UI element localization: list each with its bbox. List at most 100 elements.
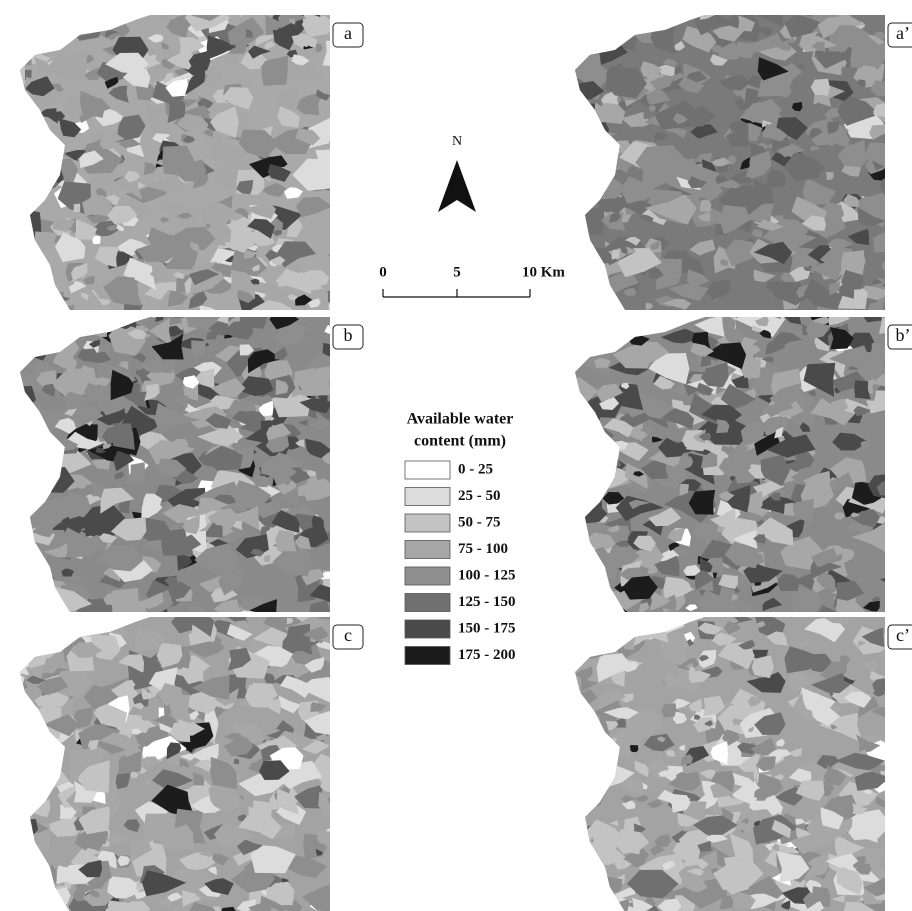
- map-patch: [560, 423, 603, 448]
- panel-label: a: [344, 23, 352, 43]
- panel-label: c: [344, 625, 352, 645]
- map-patch: [95, 621, 107, 632]
- map-patch: [9, 386, 36, 414]
- map-patch: [577, 146, 595, 162]
- map-panel: a’: [540, 0, 912, 331]
- map-patch: [15, 486, 45, 507]
- map-patch: [77, 480, 86, 489]
- map-patch: [553, 202, 587, 227]
- map-patch: [76, 618, 102, 630]
- map-patch: [564, 189, 590, 210]
- map-patch: [577, 442, 588, 451]
- map-patch: [579, 740, 610, 765]
- map-patch: [546, 309, 577, 335]
- map-patch: [566, 731, 589, 745]
- map-patch: [24, 861, 49, 878]
- map-patch: [559, 172, 567, 179]
- map-patch: [4, 9, 36, 34]
- map-patch: [555, 531, 581, 554]
- map-patch: [275, 530, 296, 551]
- map-patch: [570, 739, 591, 754]
- map-patch: [550, 519, 574, 538]
- map-patch: [581, 46, 595, 55]
- map-patch: [0, 223, 26, 242]
- map-patch: [0, 160, 28, 181]
- map-patch: [43, 571, 52, 580]
- map-patch: [564, 289, 594, 307]
- map-patch: [577, 804, 590, 812]
- map-patch: [0, 866, 38, 895]
- map-patch: [40, 293, 63, 307]
- map-patch: [593, 19, 604, 26]
- map-patch: [557, 117, 574, 131]
- map-patch: [882, 262, 894, 271]
- map-area: [0, 602, 359, 911]
- map-patch: [3, 128, 20, 138]
- map-patch: [329, 138, 346, 147]
- map-patch: [0, 906, 26, 911]
- map-patch: [332, 557, 341, 564]
- north-label: N: [452, 134, 462, 149]
- map-patch: [620, 610, 640, 623]
- map-patch: [576, 7, 610, 33]
- map-patch: [578, 156, 609, 177]
- map-area: [540, 0, 908, 331]
- map-patch: [4, 547, 29, 568]
- map-patch: [571, 842, 590, 857]
- map-panel: b: [0, 296, 363, 633]
- map-patch: [561, 882, 592, 911]
- map-patch: [543, 21, 585, 41]
- map-patch: [32, 886, 60, 901]
- map-patch: [579, 773, 605, 791]
- map-patch: [80, 12, 95, 19]
- map-patch: [32, 448, 46, 453]
- map-patch: [44, 126, 63, 148]
- map-patch: [549, 12, 580, 29]
- map-patch: [554, 346, 585, 370]
- map-patch: [556, 821, 570, 826]
- map-patch: [10, 532, 34, 549]
- legend-swatch: [405, 514, 450, 532]
- map-patch: [578, 345, 592, 356]
- legend-title: content (mm): [414, 433, 506, 450]
- map-patch: [26, 621, 41, 631]
- map-patch: [582, 292, 615, 317]
- map-patch: [12, 859, 25, 866]
- map-patch: [611, 622, 623, 628]
- map-patch: [574, 418, 599, 432]
- map-patch: [69, 18, 102, 41]
- map-patch: [584, 450, 615, 480]
- map-area: [0, 0, 354, 324]
- map-patch: [10, 620, 43, 640]
- map-area: [0, 296, 353, 633]
- map-patch: [555, 526, 586, 548]
- map-patch: [2, 12, 10, 20]
- map-patch: [544, 114, 578, 144]
- map-patch: [544, 800, 584, 822]
- map-patch: [0, 766, 14, 777]
- map-patch: [2, 872, 25, 888]
- map-patch: [24, 449, 36, 453]
- map-patch: [540, 303, 591, 328]
- map-patch: [602, 303, 620, 312]
- map-patch: [42, 615, 70, 633]
- map-patch: [597, 23, 616, 35]
- map-patch: [556, 530, 568, 539]
- map-patch: [562, 826, 577, 837]
- map-patch: [10, 328, 39, 350]
- map-patch: [583, 565, 605, 587]
- map-patch: [81, 8, 103, 23]
- map-patch: [557, 485, 597, 513]
- panel-label: b: [344, 325, 353, 345]
- map-patch: [6, 296, 29, 304]
- map-panel: a: [0, 0, 363, 324]
- map-patch: [2, 0, 21, 23]
- figure: aa’bb’cc’ N 0 5 10 Km Available water co…: [0, 0, 912, 911]
- map-patch: [53, 630, 73, 639]
- map-patch: [552, 457, 578, 473]
- legend-swatch: [405, 541, 450, 559]
- scale-label: 10 Km: [522, 264, 565, 280]
- map-patch: [561, 162, 579, 179]
- map-patch: [551, 484, 574, 499]
- map-patch: [589, 754, 612, 776]
